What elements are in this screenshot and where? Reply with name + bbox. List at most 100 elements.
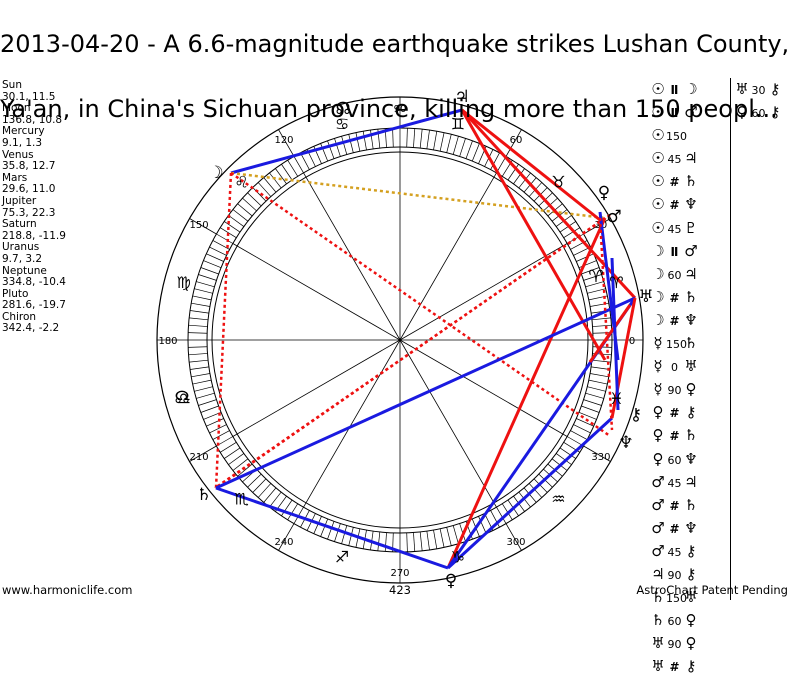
degree-tick xyxy=(281,499,293,516)
aspect-col1-row: ☽ Ⅱ ♂ xyxy=(650,240,699,263)
planet-glyph-icon: ☉ xyxy=(651,126,665,145)
planet-glyph-icon: ☽ xyxy=(651,287,665,306)
aspect-line xyxy=(461,108,601,222)
planet-glyph-icon: ♀ xyxy=(685,611,697,630)
aspect-col1-row: ☉ # ♆ xyxy=(650,193,699,216)
degree-tick xyxy=(263,177,277,193)
house-spoke xyxy=(399,339,497,508)
planet-glyph-icon: ⚷ xyxy=(685,541,697,560)
aspect-symbol-icon: Ⅱ xyxy=(670,106,679,121)
degree-tick xyxy=(220,441,237,453)
degree-tick xyxy=(348,527,354,546)
footer-website[interactable]: www.harmoniclife.com xyxy=(2,583,133,597)
zodiac-sign-icon: ♉ xyxy=(551,173,565,192)
degree-tick xyxy=(446,527,452,546)
astro-wheel: 0306090120150180210240270300330 ♈♉♊♋♌♍♎♏… xyxy=(156,87,654,591)
planet-glyph-icon: ♄ xyxy=(651,611,665,630)
planet-coords-pluto: 281.6, -19.7 xyxy=(2,299,66,312)
planet-name-uranus: Uranus xyxy=(2,241,40,254)
degree-tick xyxy=(320,518,329,537)
planet-glyph-icon: ♄ xyxy=(684,287,698,306)
planet-name-saturn: Saturn xyxy=(2,218,37,231)
degree-label: 60 xyxy=(510,135,523,146)
degree-tick xyxy=(190,310,209,314)
planet-glyph-icon: ♀ xyxy=(685,380,697,399)
sign-divider xyxy=(505,523,522,551)
degree-tick xyxy=(216,233,234,244)
degree-tick xyxy=(194,288,213,294)
degree-tick xyxy=(293,156,304,174)
planet-glyph-icon: ♀ xyxy=(445,571,457,591)
planet-glyph-icon: ⚷ xyxy=(630,405,642,425)
zodiac-sign-icon: ♑ xyxy=(451,547,465,566)
aspect-angle: 30 xyxy=(751,84,766,97)
degree-label: 0 xyxy=(629,336,635,347)
planet-glyph-icon: ♄ xyxy=(684,495,698,514)
aspect-angle: 90 xyxy=(667,568,682,582)
planet-name-neptune: Neptune xyxy=(2,264,47,277)
degree-label: 210 xyxy=(190,452,209,463)
planet-glyph-icon: ☉ xyxy=(651,149,665,168)
planet-name-venus: Venus xyxy=(2,148,34,161)
planet-glyph-icon: ♅ xyxy=(651,657,665,676)
degree-tick xyxy=(588,379,608,385)
aspect-col1-row: ♅ # ⚷ xyxy=(650,655,699,678)
planet-glyph-icon: ♅ xyxy=(651,634,665,653)
aspect-angle: 150 xyxy=(666,130,687,144)
aspect-angle: 45 xyxy=(667,476,682,490)
planet-name-moon: Moon xyxy=(2,102,31,115)
aspect-col1-row: ♂ 45 ♃ xyxy=(650,471,699,494)
degree-tick xyxy=(320,143,329,162)
degree-tick xyxy=(247,192,262,207)
planet-glyph-icon: ♀ xyxy=(598,183,610,203)
degree-tick xyxy=(281,164,293,181)
planet-glyph-icon: ♄ xyxy=(684,334,698,353)
aspect-line xyxy=(215,486,449,570)
aspect-symbol-icon: # xyxy=(669,290,680,305)
degree-label: 240 xyxy=(274,537,293,548)
degree-tick xyxy=(459,138,466,157)
degree-tick xyxy=(237,203,253,217)
degree-tick xyxy=(573,424,591,434)
title-line-2: Ya'an, in China's Sichuan province, kill… xyxy=(0,95,778,123)
aspect-line xyxy=(230,171,606,220)
aspect-line xyxy=(598,217,614,431)
house-spoke xyxy=(232,339,401,437)
degree-tick xyxy=(518,172,531,189)
degree-tick xyxy=(392,128,394,148)
degree-tick xyxy=(583,399,602,406)
planet-coords-moon: 136.8, 10.8 xyxy=(2,113,63,126)
degree-tick xyxy=(206,253,224,262)
degree-tick xyxy=(426,130,430,149)
house-spoke xyxy=(399,243,568,341)
degree-tick xyxy=(576,253,594,262)
aspect-angle: 0 xyxy=(671,361,678,375)
planet-glyph-icon: ☊ xyxy=(335,99,350,119)
planet-glyph-icon: ♂ xyxy=(651,518,665,537)
aspect-angle: 150 xyxy=(666,338,687,352)
degree-tick xyxy=(581,405,600,413)
planet-glyph-icon: ♄ xyxy=(196,485,211,505)
degree-tick xyxy=(232,209,249,222)
aspect-col1-row: ☉ Ⅱ ♂ xyxy=(650,101,699,124)
aspect-line xyxy=(230,171,611,438)
degree-tick xyxy=(446,134,452,153)
degree-tick xyxy=(585,392,604,399)
degree-tick xyxy=(478,516,487,534)
degree-tick xyxy=(257,182,272,197)
degree-tick xyxy=(196,392,215,399)
degree-tick xyxy=(362,131,367,150)
planet-coords-mars: 29.6, 11.0 xyxy=(2,183,56,196)
planet-glyph-icon: ♃ xyxy=(651,564,665,583)
footer-patent-note: AstroChart Patent Pending xyxy=(636,583,788,597)
planet-glyph-icon: ♀ xyxy=(652,449,664,468)
degree-tick xyxy=(212,430,230,440)
degree-tick xyxy=(490,510,500,528)
planet-name-mars: Mars xyxy=(2,171,28,184)
aspect-col1-row: ☉ 45 ♇ xyxy=(650,217,699,240)
aspect-symbol-icon: # xyxy=(669,429,680,444)
degree-tick xyxy=(570,430,588,440)
degree-tick xyxy=(257,483,272,498)
degree-tick xyxy=(563,227,580,239)
aspect-col2-row: ♅ 30 ⚷ xyxy=(734,78,783,101)
